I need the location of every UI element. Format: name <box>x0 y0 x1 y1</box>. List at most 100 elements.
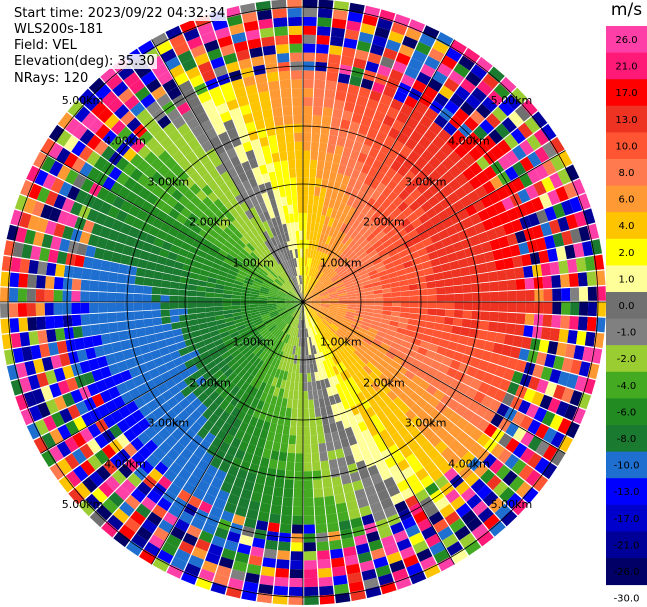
range-gate <box>276 299 286 302</box>
range-gate <box>404 266 415 274</box>
range-gate <box>351 112 363 124</box>
range-gate <box>167 482 182 497</box>
range-gate <box>406 473 420 487</box>
range-gate <box>449 518 466 534</box>
range-gate <box>359 355 370 365</box>
range-gate <box>319 307 329 312</box>
range-gate <box>557 371 570 387</box>
range-gate <box>263 210 271 221</box>
range-gate <box>293 114 303 125</box>
range-gate <box>434 189 447 202</box>
range-gate <box>474 369 487 381</box>
range-gate <box>246 230 256 240</box>
range-gate <box>488 497 505 514</box>
range-gate <box>107 282 117 293</box>
range-gate <box>462 436 477 451</box>
range-gate <box>388 444 401 456</box>
range-gate <box>158 248 170 258</box>
range-gate <box>391 311 401 317</box>
range-gate <box>259 27 274 38</box>
range-gate <box>396 132 410 145</box>
range-gate <box>350 188 360 199</box>
range-gate <box>225 414 237 426</box>
range-gate <box>151 310 162 318</box>
range-gate <box>485 112 501 129</box>
range-gate <box>199 212 210 224</box>
range-gate <box>213 239 224 249</box>
range-gate <box>222 453 235 465</box>
range-gate <box>85 493 102 510</box>
range-gate <box>273 486 284 497</box>
range-gate <box>267 302 277 304</box>
range-gate <box>304 542 317 552</box>
range-gate <box>435 176 448 190</box>
range-gate <box>331 356 339 366</box>
range-gate <box>247 254 257 263</box>
range-gate <box>429 541 446 556</box>
range-gate <box>189 183 202 195</box>
range-gate <box>353 57 367 70</box>
range-gate <box>126 117 142 132</box>
colorbar-swatch <box>606 531 647 559</box>
range-gate <box>291 308 298 316</box>
range-gate <box>345 454 356 466</box>
range-gate <box>286 398 293 409</box>
range-gate <box>174 518 190 533</box>
range-gate <box>311 326 316 336</box>
range-gate <box>560 315 570 329</box>
range-gate <box>471 87 487 103</box>
range-gate <box>423 564 441 579</box>
range-gate <box>494 225 507 238</box>
range-gate <box>291 408 298 418</box>
range-gate <box>229 197 240 209</box>
range-gate <box>426 142 440 156</box>
range-gate <box>213 302 223 307</box>
range-gate <box>438 85 455 100</box>
range-gate <box>438 460 453 475</box>
range-gate <box>339 381 348 392</box>
range-gate <box>343 369 352 379</box>
range-gate <box>504 94 521 111</box>
range-gate <box>232 291 242 296</box>
range-gate <box>109 262 120 273</box>
range-gate <box>128 204 141 218</box>
range-gate <box>403 194 416 207</box>
range-gate <box>271 152 281 163</box>
range-gate <box>303 302 310 308</box>
range-gate <box>276 304 286 308</box>
range-gate <box>311 302 321 305</box>
range-gate <box>276 276 285 285</box>
range-gate <box>358 269 369 277</box>
range-gate <box>255 322 265 329</box>
range-gate <box>347 299 357 302</box>
range-gate <box>361 448 372 460</box>
range-gate <box>301 302 303 311</box>
range-gate <box>200 31 217 45</box>
range-gate <box>323 161 333 172</box>
range-gate <box>454 293 464 302</box>
range-gate <box>296 426 303 436</box>
range-gate <box>334 316 344 323</box>
range-gate <box>230 186 241 198</box>
range-gate <box>310 305 320 311</box>
range-gate <box>124 293 134 302</box>
range-gate <box>303 435 311 445</box>
range-gate <box>279 310 289 317</box>
range-gate <box>294 302 303 305</box>
range-gate <box>343 317 353 324</box>
range-gate <box>184 563 201 577</box>
range-gate <box>274 279 283 287</box>
range-gate <box>341 234 350 245</box>
range-gate <box>189 245 200 255</box>
range-gate <box>386 179 398 191</box>
range-gate <box>309 159 318 169</box>
range-gate <box>281 252 287 262</box>
colorbar-tick-label: -30.0 <box>614 594 640 605</box>
range-gate <box>266 365 275 376</box>
range-gate <box>399 217 411 229</box>
range-gate <box>294 299 303 302</box>
range-gate <box>293 390 299 400</box>
range-gate <box>323 98 335 109</box>
range-gate <box>316 313 324 320</box>
range-gate <box>275 124 285 135</box>
